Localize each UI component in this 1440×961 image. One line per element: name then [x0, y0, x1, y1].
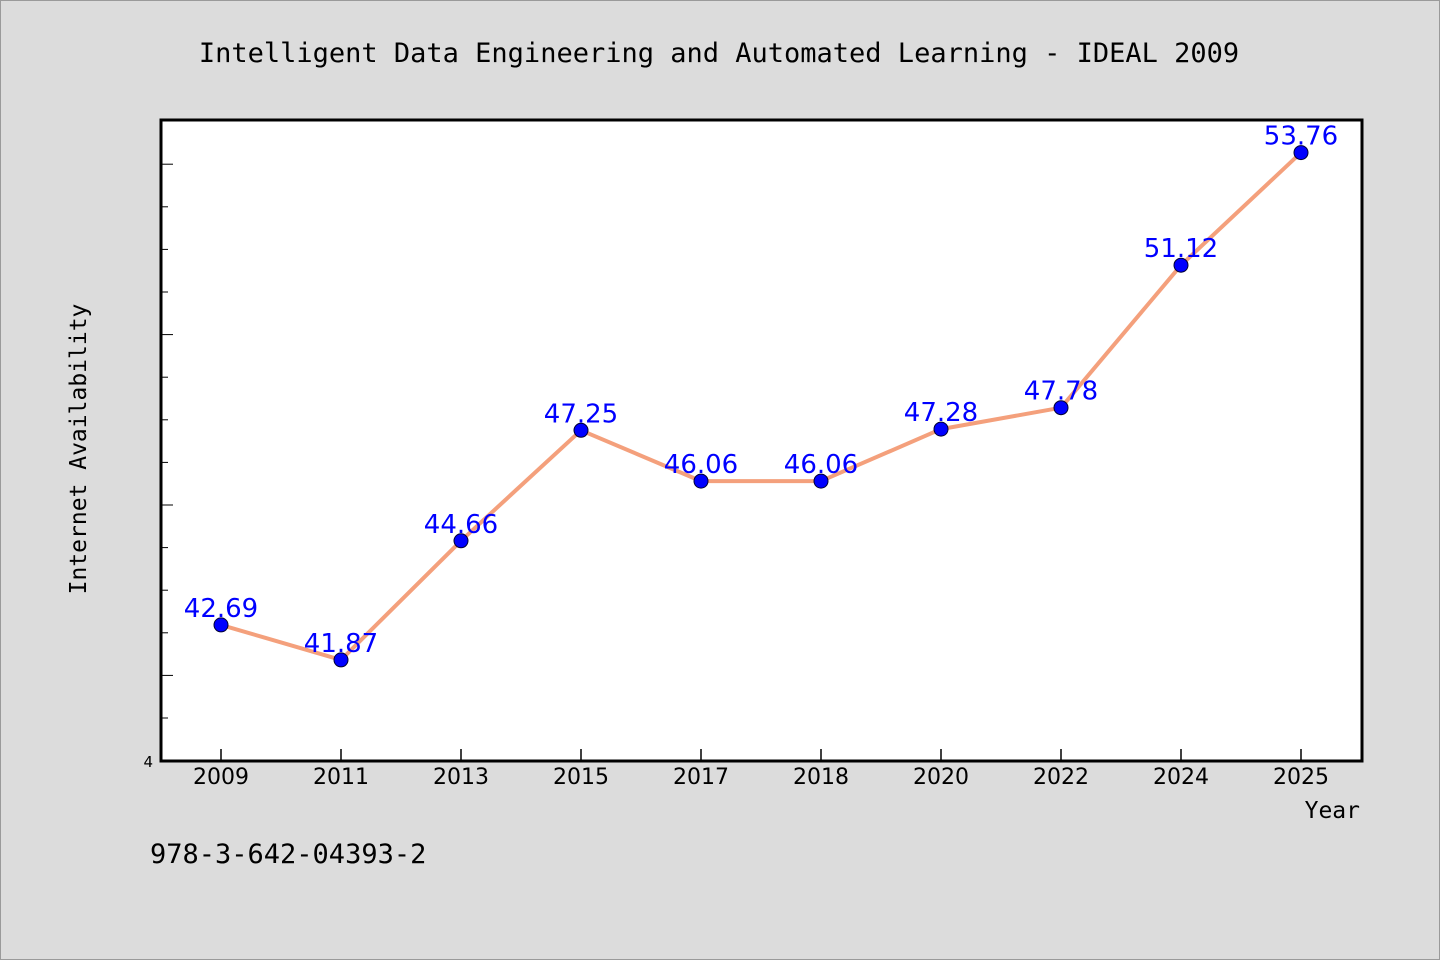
data-points: [213, 145, 1309, 668]
data-label: 53.76: [1264, 122, 1338, 152]
chart-title: Intelligent Data Engineering and Automat…: [199, 38, 1239, 69]
x-tick-label: 2024: [1153, 765, 1209, 790]
data-point: [1293, 145, 1309, 161]
data-label: 51.12: [1144, 234, 1218, 264]
data-label: 46.06: [784, 450, 858, 480]
data-label: 44.66: [424, 510, 498, 540]
data-point: [1053, 400, 1069, 416]
data-point: [1173, 257, 1189, 273]
y-axis-title: Internet Availability: [66, 304, 92, 595]
x-tick-label: 2022: [1033, 765, 1089, 790]
x-tick-label: 2009: [193, 765, 249, 790]
data-point: [213, 617, 229, 633]
data-label: 47.25: [544, 399, 618, 429]
data-label: 42.69: [184, 594, 258, 624]
x-tick-label: 2015: [553, 765, 609, 790]
data-label: 46.06: [664, 450, 738, 480]
data-labels: 42.69 41.87 44.66 47.25 46.06 46.06 47.28 47.78…: [184, 122, 1338, 659]
data-label: 41.87: [304, 629, 378, 659]
x-tick-label: 2018: [793, 765, 849, 790]
x-tick-label: 2011: [313, 765, 369, 790]
x-axis: 2009 2011 2013 2015 2017 2018 2020 2022 2024 2025: [193, 749, 1329, 790]
x-tick-label: 2025: [1273, 765, 1329, 790]
y-axis-ticks: [161, 163, 173, 719]
data-label: 47.28: [904, 398, 978, 428]
x-tick-label: 2017: [673, 765, 729, 790]
x-axis-title: Year: [1305, 798, 1360, 824]
data-label: 47.78: [1024, 377, 1098, 407]
isbn-text: 978-3-642-04393-2: [150, 839, 426, 870]
data-point: [333, 652, 349, 668]
data-point: [453, 533, 469, 549]
series-line: [219, 150, 1303, 662]
x-tick-label: 2013: [433, 765, 489, 790]
x-tick-label: 2020: [913, 765, 969, 790]
data-point: [933, 421, 949, 437]
data-point: [813, 473, 829, 489]
y-tick-label: 4: [143, 753, 153, 771]
data-point: [693, 473, 709, 489]
plot-area: [159, 118, 1364, 763]
data-point: [573, 422, 589, 438]
